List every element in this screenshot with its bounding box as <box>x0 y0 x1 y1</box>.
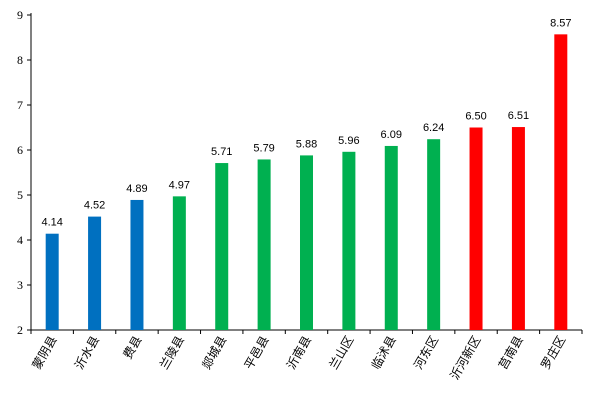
y-tick-label: 2 <box>17 323 23 337</box>
category-label: 莒南县 <box>495 333 526 372</box>
category-label: 费县 <box>120 334 144 362</box>
data-label: 6.09 <box>381 129 402 141</box>
y-tick-label: 5 <box>17 188 23 202</box>
bar-9 <box>384 145 398 330</box>
bar-5 <box>215 163 229 330</box>
category-label: 兰陵县 <box>157 334 187 372</box>
category-label: 沂南县 <box>283 333 314 372</box>
category-label: 蒙阴县 <box>30 334 60 372</box>
category-label: 平邑县 <box>242 334 272 372</box>
category-label: 河东区 <box>411 334 441 372</box>
category-label: 郯城县 <box>199 334 229 372</box>
data-label: 6.51 <box>508 110 529 122</box>
category-label: 临沭县 <box>369 334 399 372</box>
bar-13 <box>554 34 568 330</box>
bar-1 <box>45 233 59 330</box>
category-label: 沂水县 <box>72 334 102 372</box>
y-tick-label: 9 <box>17 8 23 22</box>
data-label: 4.52 <box>84 200 105 212</box>
bar-12 <box>511 127 525 330</box>
y-tick-label: 8 <box>17 53 23 67</box>
data-label: 5.96 <box>338 135 359 147</box>
bar-2 <box>88 216 102 330</box>
category-label: 兰山区 <box>326 334 356 372</box>
bar-6 <box>257 159 271 330</box>
y-tick-label: 4 <box>17 233 23 247</box>
category-label: 沂河新区 <box>447 333 484 382</box>
bar-4 <box>172 196 186 330</box>
category-label: 罗庄区 <box>537 333 568 372</box>
bar-8 <box>342 151 356 330</box>
y-tick-label: 3 <box>17 278 23 292</box>
bar-7 <box>300 155 313 330</box>
y-tick-label: 7 <box>17 98 23 112</box>
data-label: 4.14 <box>41 217 62 229</box>
data-label: 5.88 <box>296 138 317 150</box>
data-label: 4.97 <box>169 179 190 191</box>
data-label: 8.57 <box>550 17 571 29</box>
bar-10 <box>427 139 441 330</box>
data-label: 5.79 <box>253 142 274 154</box>
y-tick-label: 6 <box>17 143 23 157</box>
data-label: 6.24 <box>423 122 444 134</box>
data-label: 5.71 <box>211 146 232 158</box>
data-label: 4.89 <box>126 183 147 195</box>
bar-3 <box>130 199 144 330</box>
bar-11 <box>469 127 483 330</box>
data-label: 6.50 <box>465 111 486 123</box>
